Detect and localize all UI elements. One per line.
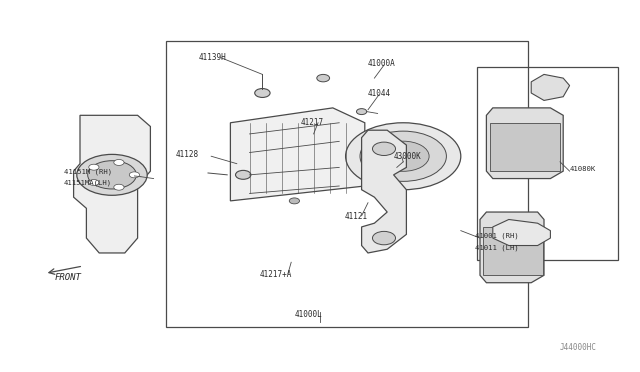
Text: 41151MA(LH): 41151MA(LH) <box>64 180 112 186</box>
Text: 41217+A: 41217+A <box>259 270 292 279</box>
Polygon shape <box>531 74 570 100</box>
Circle shape <box>114 160 124 166</box>
Polygon shape <box>486 108 563 179</box>
Text: 41000L: 41000L <box>294 310 322 319</box>
Bar <box>477 67 618 260</box>
Text: 41011 (LH): 41011 (LH) <box>475 244 518 251</box>
Bar <box>483 227 543 275</box>
Circle shape <box>346 123 461 190</box>
Text: 41121: 41121 <box>344 212 367 221</box>
Text: FRONT: FRONT <box>54 273 81 282</box>
Circle shape <box>89 164 99 170</box>
Text: 41000A: 41000A <box>368 60 396 68</box>
Polygon shape <box>362 130 406 253</box>
Circle shape <box>114 184 124 190</box>
Text: 41139H: 41139H <box>198 53 226 62</box>
Circle shape <box>89 180 99 186</box>
Text: 41217: 41217 <box>301 118 324 126</box>
Circle shape <box>236 170 251 179</box>
Text: 41044: 41044 <box>368 89 391 98</box>
Circle shape <box>317 74 330 82</box>
Circle shape <box>372 231 396 245</box>
Text: 41001 (RH): 41001 (RH) <box>475 233 518 240</box>
Circle shape <box>360 131 447 182</box>
Text: 41151M (RH): 41151M (RH) <box>64 169 112 175</box>
Circle shape <box>356 109 367 115</box>
Text: 41128: 41128 <box>176 150 199 159</box>
Polygon shape <box>480 212 544 283</box>
Text: 43000K: 43000K <box>394 153 421 161</box>
Circle shape <box>77 154 147 195</box>
Circle shape <box>378 141 429 171</box>
Bar <box>490 123 560 171</box>
Circle shape <box>88 161 136 189</box>
Bar <box>166 41 528 327</box>
Circle shape <box>255 89 270 97</box>
Text: 41080K: 41080K <box>570 166 596 172</box>
Polygon shape <box>230 108 365 201</box>
Circle shape <box>129 172 140 178</box>
Circle shape <box>372 142 396 155</box>
Polygon shape <box>493 219 550 246</box>
Circle shape <box>289 198 300 204</box>
Text: J44000HC: J44000HC <box>560 343 597 352</box>
Polygon shape <box>74 115 150 253</box>
